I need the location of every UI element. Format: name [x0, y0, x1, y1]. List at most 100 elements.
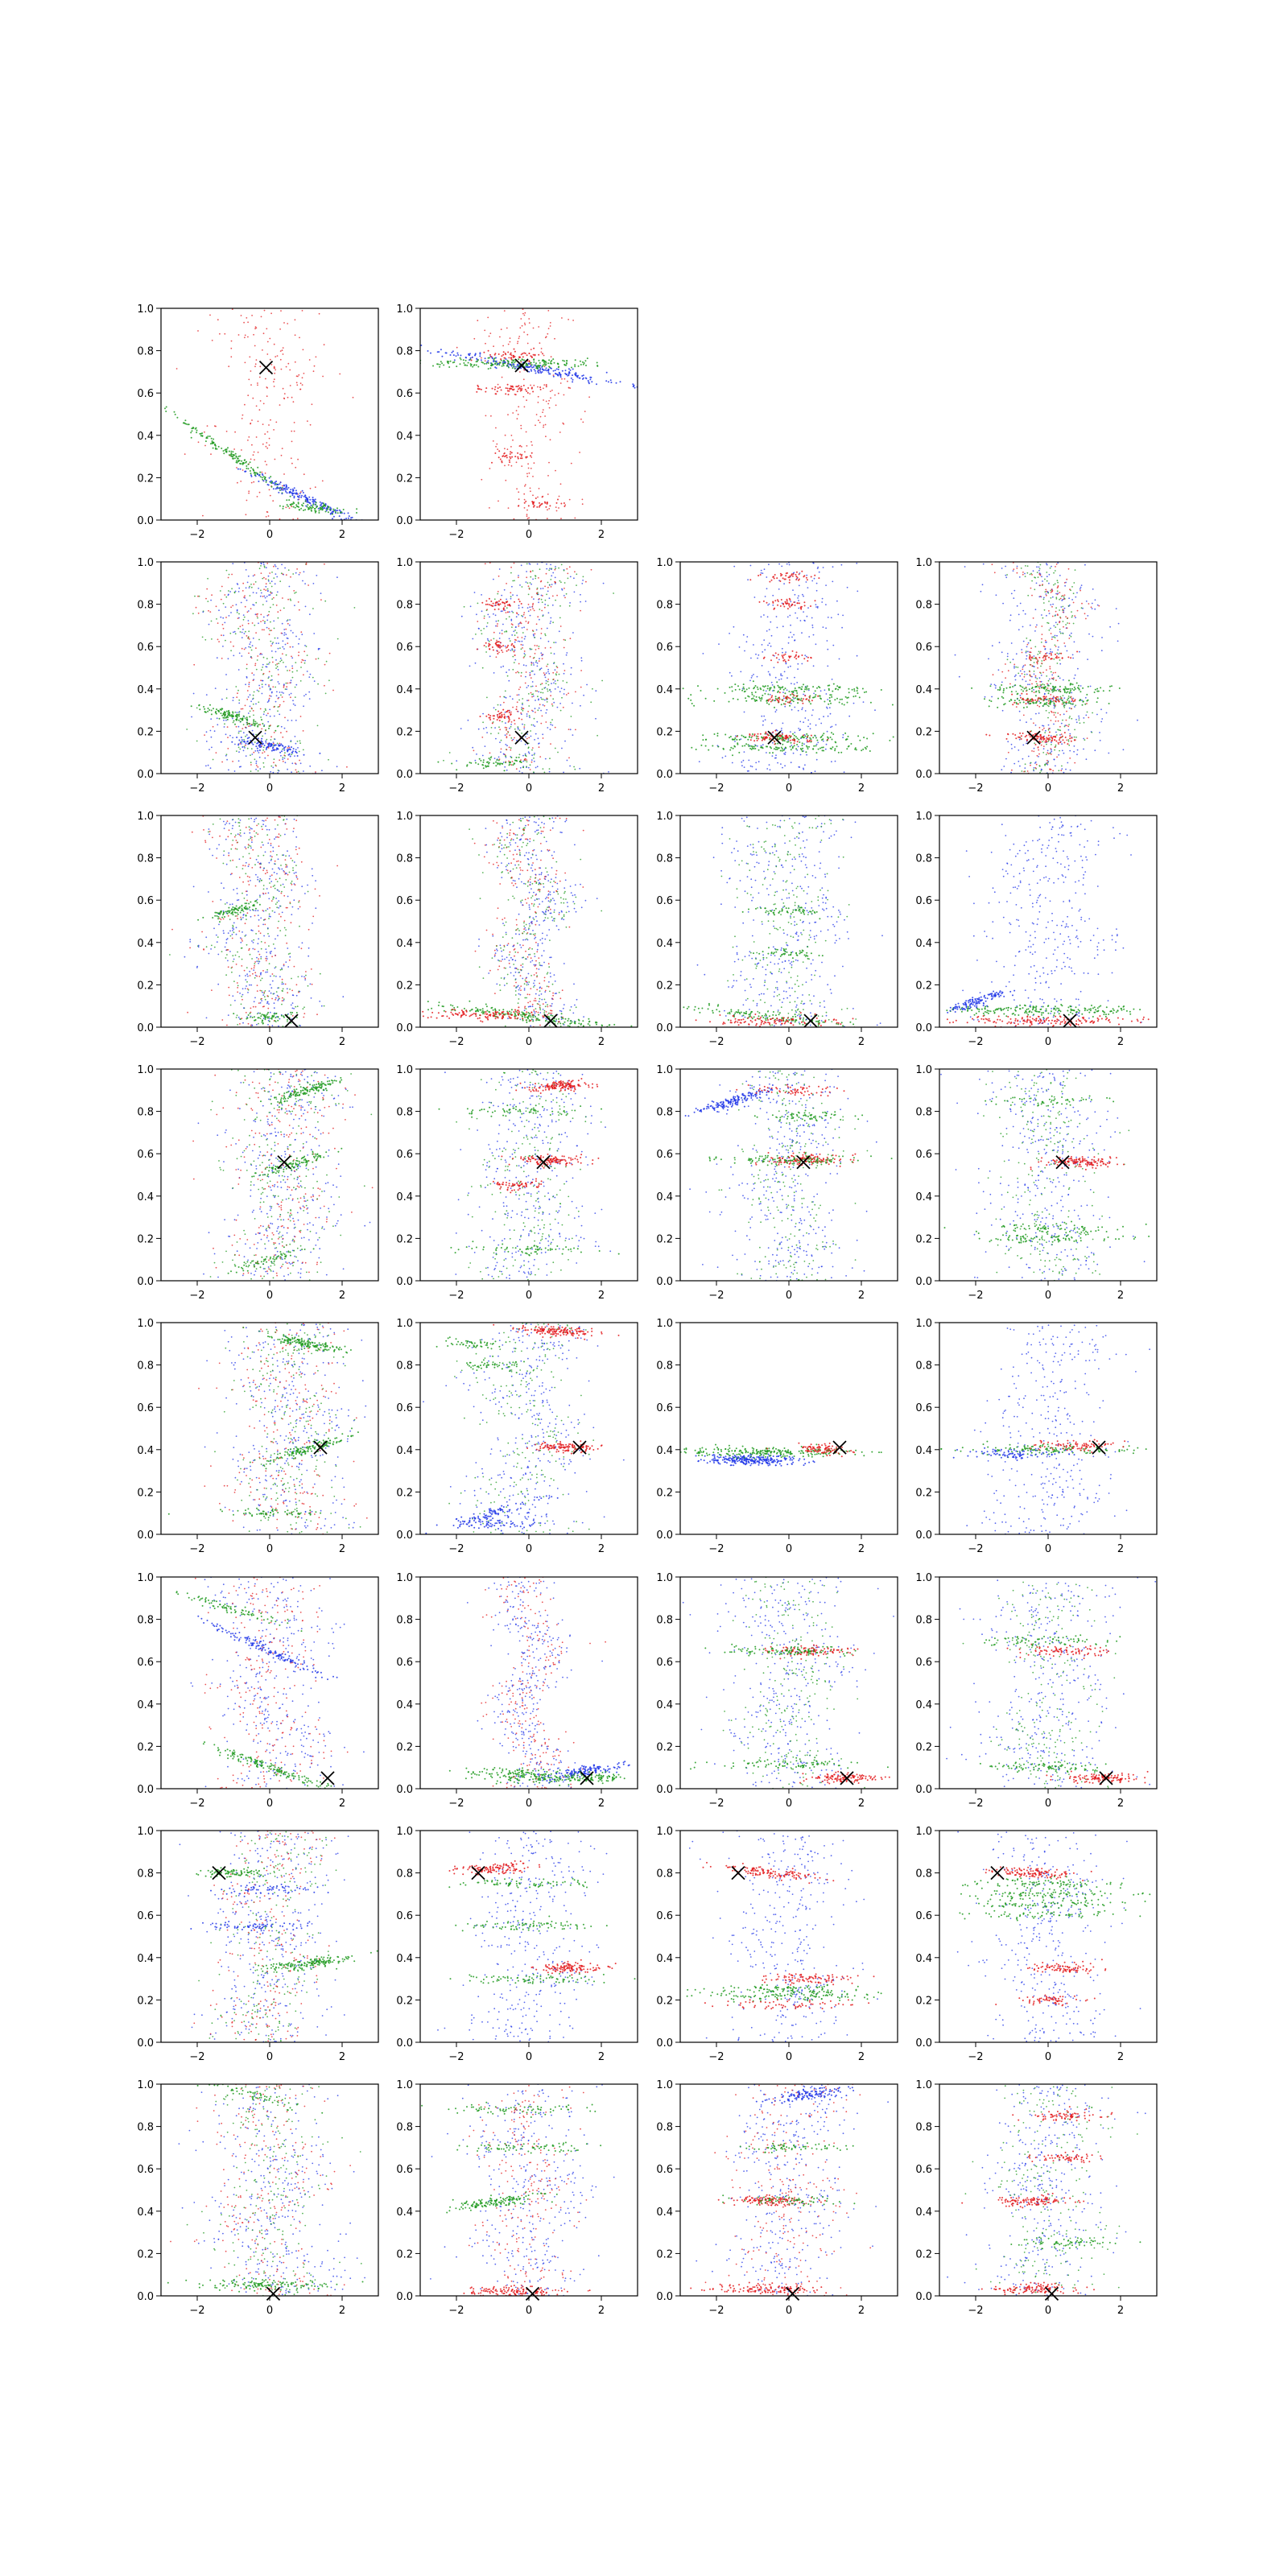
scatter-point-green [494, 708, 497, 711]
scatter-point-blue [255, 762, 258, 765]
scatter-point-red [518, 601, 521, 603]
scatter-point-green [546, 701, 548, 703]
scatter-point-green [477, 359, 480, 361]
scatter-point-green [762, 689, 765, 691]
scatter-point-blue [830, 726, 832, 729]
scatter-point-blue [552, 375, 555, 378]
scatter-point-red [540, 633, 543, 634]
scatter-point-green [214, 444, 217, 447]
scatter-point-blue [790, 762, 792, 764]
scatter-point-red [204, 444, 206, 447]
scatter-point-green [275, 667, 277, 669]
scatter-point-green [815, 752, 818, 754]
scatter-point-blue [1043, 693, 1046, 696]
scatter-point-green [255, 733, 257, 736]
scatter-point-blue [519, 584, 521, 586]
scatter-point-blue [485, 727, 487, 729]
scatter-point-green [475, 361, 477, 363]
scatter-point-green [828, 703, 830, 705]
scatter-point-green [508, 616, 510, 617]
scatter-point-blue [292, 700, 294, 702]
scatter-point-blue [532, 634, 535, 636]
scatter-point-red [307, 420, 308, 422]
scatter-point-green [533, 753, 535, 756]
scatter-point-blue [275, 650, 277, 653]
scatter-point-red [248, 492, 250, 494]
scatter-point-blue [249, 643, 251, 646]
scatter-point-green [254, 471, 256, 473]
scatter-point-green [753, 695, 755, 697]
scatter-point-green [773, 685, 775, 687]
scatter-point-red [791, 574, 793, 576]
scatter-point-blue [312, 497, 314, 498]
scatter-point-red [282, 353, 284, 355]
scatter-point-red [480, 388, 482, 390]
scatter-point-red [536, 506, 539, 508]
scatter-panel-r2-c1: −2 0 20.00.20.40.60.81.0 [137, 557, 379, 795]
scatter-point-green [843, 704, 845, 706]
scatter-point-green [766, 685, 769, 687]
scatter-point-green [473, 364, 476, 366]
scatter-point-red [240, 481, 242, 482]
scatter-point-blue [1018, 710, 1021, 712]
scatter-point-blue [501, 630, 503, 631]
scatter-point-blue [336, 766, 338, 768]
scatter-point-red [240, 708, 242, 710]
scatter-point-green [502, 762, 504, 765]
y-tick-label: 0.8 [137, 346, 154, 358]
scatter-point-red [477, 384, 479, 386]
scatter-point-red [292, 401, 295, 403]
scatter-point-blue [526, 607, 529, 609]
scatter-point-green [302, 505, 304, 507]
scatter-point-blue [511, 698, 514, 700]
x-tick-label: −2 [448, 782, 464, 795]
scatter-point-blue [1016, 605, 1018, 607]
x-marker [514, 730, 529, 745]
scatter-point-green [231, 455, 233, 457]
scatter-point-red [542, 409, 544, 411]
scatter-point-red [264, 460, 266, 463]
scatter-point-green [183, 422, 185, 424]
scatter-point-blue [1048, 573, 1051, 576]
scatter-point-blue [1061, 743, 1063, 745]
scatter-point-red [519, 453, 522, 456]
scatter-point-red [495, 641, 497, 643]
scatter-point-red [521, 465, 523, 467]
scatter-point-red [261, 471, 263, 473]
scatter-point-green [751, 693, 753, 696]
scatter-point-red [565, 694, 568, 696]
scatter-point-green [821, 734, 824, 737]
scatter-point-green [804, 735, 807, 737]
scatter-point-blue [786, 616, 789, 618]
scatter-point-red [510, 711, 512, 713]
scatter-point-blue [807, 719, 810, 721]
scatter-point-red [543, 365, 546, 368]
scatter-point-red [497, 710, 500, 712]
scatter-point-red [270, 645, 272, 646]
scatter-point-blue [798, 766, 800, 768]
scatter-point-red [789, 575, 791, 577]
scatter-point-green [250, 646, 251, 649]
y-tick-label: 0.2 [396, 726, 413, 738]
scatter-point-red [269, 695, 270, 697]
scatter-point-green [776, 681, 778, 683]
scatter-point-green [496, 759, 498, 762]
scatter-point-blue [822, 740, 824, 742]
scatter-point-red [244, 403, 246, 406]
scatter-point-green [267, 579, 270, 581]
scatter-point-red [243, 321, 245, 324]
scatter-point-blue [522, 606, 523, 609]
scatter-points [420, 308, 638, 520]
scatter-point-blue [548, 373, 551, 375]
scatter-point-blue [806, 753, 807, 756]
scatter-point-red [538, 488, 540, 489]
scatter-point-green [262, 656, 265, 658]
scatter-point-green [512, 655, 514, 658]
scatter-point-blue [1057, 649, 1059, 651]
scatter-point-blue [440, 349, 442, 351]
scatter-point-blue [563, 771, 564, 774]
scatter-point-red [282, 485, 283, 487]
scatter-point-blue [305, 505, 308, 507]
axes-frame [160, 308, 379, 521]
scatter-point-red [543, 704, 546, 707]
